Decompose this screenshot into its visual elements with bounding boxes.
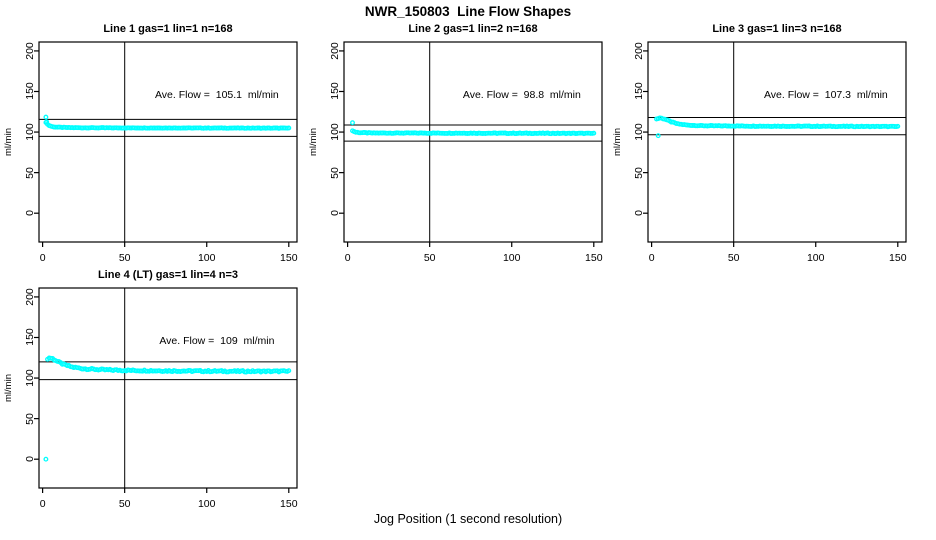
y-tick-label: 200	[633, 42, 645, 60]
panel-title: Line 2 gas=1 lin=2 n=168	[408, 23, 538, 35]
y-tick-label: 50	[633, 166, 645, 179]
y-tick-label: 200	[24, 42, 36, 60]
panel-line2: Line 2 gas=1 lin=2 n=168 Ave. Flow = 98.…	[308, 22, 614, 268]
y-tick-label: 0	[24, 456, 36, 463]
y-tick-label: 150	[24, 328, 36, 347]
x-tick-label: 150	[280, 252, 298, 264]
x-tick-label: 150	[585, 252, 603, 264]
x-tick-label: 50	[727, 252, 740, 264]
panel-title: Line 3 gas=1 lin=3 n=168	[712, 23, 842, 35]
y-tick-label: 0	[24, 210, 36, 217]
y-tick-label: 150	[633, 82, 645, 101]
y-axis-label: ml/min	[308, 128, 319, 156]
y-tick-label: 150	[24, 82, 36, 101]
x-tick-label: 100	[502, 252, 521, 264]
y-tick-label: 200	[24, 288, 36, 306]
panel-title: Line 4 (LT) gas=1 lin=4 n=3	[97, 269, 239, 281]
y-tick-label: 100	[329, 123, 341, 141]
y-tick-label: 50	[24, 166, 36, 179]
x-tick-label: 0	[39, 252, 46, 264]
panel-title: Line 1 gas=1 lin=1 n=168	[103, 23, 233, 35]
y-tick-label: 150	[329, 82, 341, 101]
plot-canvas	[34, 41, 298, 247]
plot-canvas	[34, 287, 298, 493]
y-tick-label: 200	[329, 42, 341, 60]
ave-flow-annotation: Ave. Flow = 107.3 ml/min	[763, 89, 888, 101]
y-axis-label: ml/min	[612, 128, 623, 156]
panel-line1: Line 1 gas=1 lin=1 n=168 Ave. Flow = 105…	[3, 22, 309, 268]
x-tick-label: 100	[197, 252, 216, 264]
x-tick-label: 0	[344, 252, 351, 264]
x-tick-label: 150	[280, 498, 298, 510]
x-tick-label: 0	[648, 252, 655, 264]
ave-flow-annotation: Ave. Flow = 105.1 ml/min	[154, 89, 279, 101]
plot-canvas	[643, 41, 907, 247]
y-axis-label: ml/min	[3, 374, 14, 402]
y-tick-label: 100	[24, 369, 36, 387]
x-tick-label: 50	[118, 498, 131, 510]
plot-canvas	[339, 41, 603, 247]
x-tick-label: 100	[806, 252, 825, 264]
y-tick-label: 0	[633, 210, 645, 217]
x-tick-label: 50	[423, 252, 436, 264]
y-tick-label: 100	[24, 123, 36, 141]
y-tick-label: 50	[24, 412, 36, 425]
y-tick-label: 0	[329, 210, 341, 217]
x-tick-label: 50	[118, 252, 131, 264]
x-tick-label: 150	[889, 252, 907, 264]
figure-title: NWR_150803 Line Flow Shapes	[364, 4, 572, 19]
y-axis-label: ml/min	[3, 128, 14, 156]
x-tick-label: 0	[39, 498, 46, 510]
panel-line4: Line 4 (LT) gas=1 lin=4 n=3 Ave. Flow = …	[3, 268, 309, 514]
ave-flow-annotation: Ave. Flow = 109 ml/min	[159, 335, 275, 347]
panel-line3: Line 3 gas=1 lin=3 n=168 Ave. Flow = 107…	[612, 22, 918, 268]
x-axis-label: Jog Position (1 second resolution)	[373, 512, 563, 526]
ave-flow-annotation: Ave. Flow = 98.8 ml/min	[462, 89, 581, 101]
x-tick-label: 100	[197, 498, 216, 510]
y-tick-label: 100	[633, 123, 645, 141]
y-tick-label: 50	[329, 166, 341, 179]
